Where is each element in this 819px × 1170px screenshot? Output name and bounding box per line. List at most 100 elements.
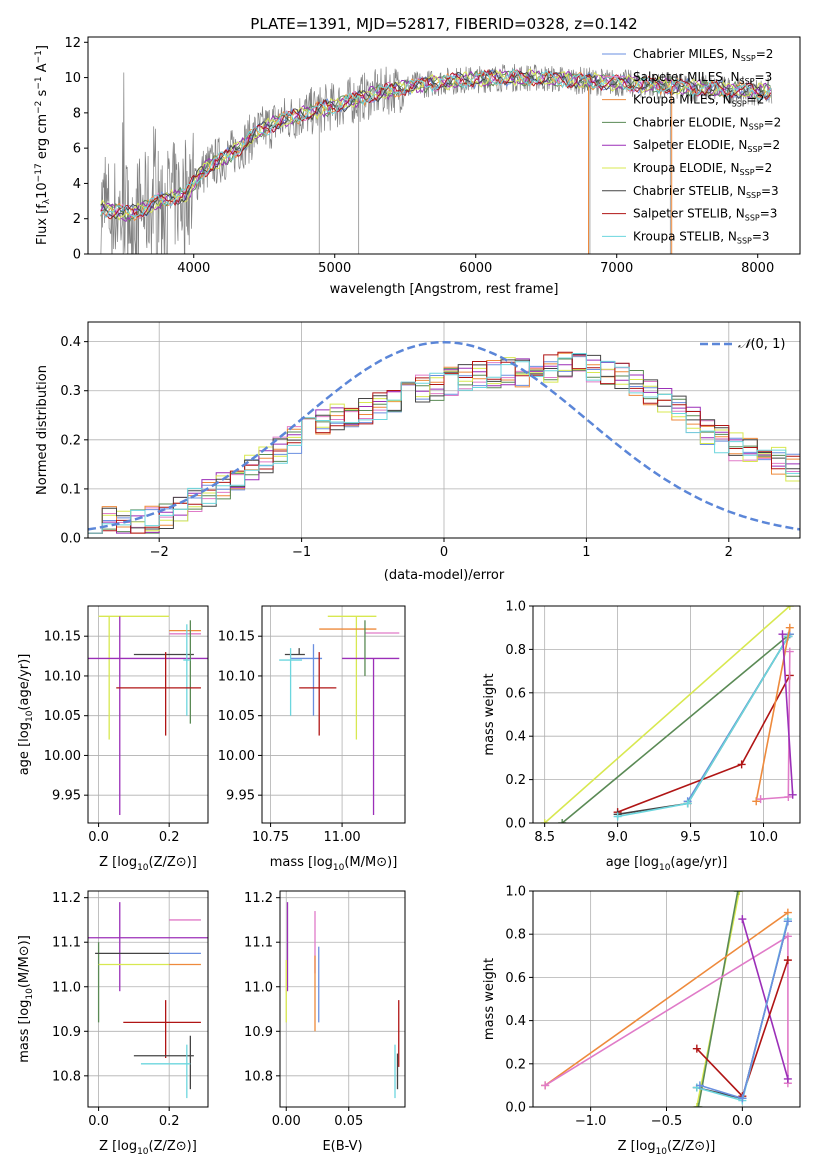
x-tick-label: 1 — [582, 545, 590, 560]
y-tick-label: 6 — [73, 142, 81, 157]
legend-entry-sub: SSP — [732, 100, 747, 109]
y-tick-label: 9.95 — [226, 789, 255, 804]
legend-entry-sub: SSP — [740, 168, 755, 177]
weight-line — [699, 921, 789, 1100]
ticks: 0.0 0.2 10.8 10.9 11.0 11.1 11.2 — [52, 891, 179, 1129]
axes-frame — [532, 890, 801, 1108]
x-tick-label: 11.00 — [323, 830, 360, 845]
legend-entry-text: Kroupa ELODIE, N — [633, 161, 740, 175]
ticks: −1.0 −0.5 0.0 0.0 0.2 0.4 0.6 0.8 1.0 — [505, 885, 752, 1130]
legend-entry-text: Kroupa MILES, N — [633, 93, 732, 107]
y-tick-label: 0.6 — [505, 971, 526, 986]
x-axis-label-main: wavelength [Angstrom, rest frame] — [330, 282, 559, 297]
hist-kroupa-elodie — [88, 357, 800, 534]
x-axis-label: Z [log10(Z/Z⊙)] — [618, 1139, 716, 1157]
y-axis-label-main: age [log — [17, 722, 32, 775]
y-tick-label: 0.8 — [505, 928, 526, 943]
x-axis-label-main: Z [log — [618, 1139, 656, 1154]
weight-marker — [683, 799, 692, 808]
weight-marker — [783, 1074, 792, 1083]
x-tick-label: 10.0 — [749, 830, 778, 845]
x-tick-label: 9.0 — [607, 830, 628, 845]
y-axis-label-part: −17 — [34, 163, 44, 182]
y-axis-label-main: Normed distribution — [35, 365, 50, 495]
legend-entry-n: =2 — [756, 47, 774, 61]
y-tick-label: 0.3 — [60, 384, 81, 399]
y-tick-label: 11.1 — [52, 936, 81, 951]
model-line-kroupa-stelib — [100, 68, 772, 219]
x-tick-label: 0.05 — [334, 1114, 363, 1129]
y-axis-label: mass weight — [482, 673, 497, 755]
x-axis-label: (data-model)/error — [384, 568, 505, 583]
weight-marker — [783, 932, 792, 941]
x-tick-label: 4000 — [177, 261, 210, 276]
y-tick-label: 10.00 — [44, 749, 81, 764]
y-tick-label: 11.1 — [244, 936, 273, 951]
weight-marker — [735, 891, 744, 895]
weight-marker — [541, 1081, 550, 1090]
plot-area — [88, 606, 208, 823]
x-tick-label: −1 — [292, 545, 311, 560]
y-tick-label: 0.4 — [505, 730, 526, 745]
weight-marker — [788, 790, 797, 799]
hist-salpeter-stelib — [88, 351, 800, 534]
y-tick-label: 11.0 — [244, 980, 273, 995]
weight-marker — [785, 606, 794, 610]
weight-marker — [692, 1044, 701, 1053]
x-axis-label: age [log10(age/yr)] — [606, 855, 728, 873]
y-tick-label: 10.15 — [44, 630, 81, 645]
x-tick-label: −0.5 — [651, 1114, 683, 1129]
weight-line — [544, 606, 791, 823]
y-tick-label: 10.00 — [218, 749, 255, 764]
legend-entry-text: Kroupa STELIB, N — [633, 229, 737, 243]
x-axis-label-rest: (Z/Z⊙)] — [149, 1139, 197, 1154]
y-axis-label-rest: (age/yr)] — [17, 654, 32, 711]
weight-marker — [778, 630, 787, 639]
weight-marker — [613, 812, 622, 821]
legend-gaussian-params: (0, 1) — [750, 337, 785, 352]
y-axis-label-part: −1 — [34, 50, 44, 63]
x-axis-label-sub: 10 — [137, 863, 149, 873]
axes-frame — [87, 890, 209, 1108]
weight-marker — [752, 797, 761, 806]
y-tick-label: 0.4 — [60, 335, 81, 350]
plot-area — [88, 322, 800, 538]
y-tick-label: 0.0 — [505, 1101, 526, 1116]
y-tick-label: 10.8 — [244, 1069, 273, 1084]
weight-marker — [785, 623, 794, 632]
x-tick-label: 0 — [440, 545, 448, 560]
x-axis-label: E(B-V) — [322, 1139, 362, 1154]
y-tick-label: 0.1 — [60, 482, 81, 497]
axes-frame — [532, 605, 801, 824]
y-axis-label-part: −1 — [34, 76, 44, 89]
weight-marker — [733, 891, 742, 895]
y-axis-label: Flux [fλ10−17 erg cm−2 s−1 A−1] — [34, 45, 52, 245]
y-tick-label: 10 — [64, 71, 81, 86]
weight-marker — [694, 1103, 703, 1107]
y-axis-label-part: λ — [42, 198, 52, 204]
y-tick-label: 0.2 — [60, 433, 81, 448]
x-axis-label-sub: 10 — [656, 1147, 668, 1157]
y-tick-label: 10.05 — [218, 709, 255, 724]
legend-entry: Kroupa STELIB, NSSP=3 — [633, 229, 770, 245]
spectrum-data-line — [100, 63, 773, 254]
axes-frame — [87, 36, 801, 255]
ticks: −2 −1 0 1 2 0.0 0.1 0.2 0.3 0.4 — [60, 335, 733, 560]
legend-entry-text: Salpeter ELODIE, N — [633, 138, 747, 152]
panel-weight-z: −1.0 −0.5 0.0 0.0 0.2 0.4 0.6 0.8 1.0 Z [log10(Z/… — [482, 885, 801, 1157]
figure-title: PLATE=1391, MJD=52817, FIBERID=0328, z=0… — [250, 15, 637, 33]
legend-entry-text: Chabrier ELODIE, N — [633, 115, 749, 129]
y-axis-label-part: ] — [35, 45, 50, 50]
plot-area — [88, 891, 208, 1107]
y-tick-label: 4 — [73, 177, 81, 192]
y-tick-label: 0.2 — [505, 773, 526, 788]
x-axis-label-sub: 10 — [659, 863, 671, 873]
legend-entry: Salpeter STELIB, NSSP=3 — [633, 207, 777, 223]
x-tick-label: 10.75 — [252, 830, 289, 845]
panels: 4000 5000 6000 7000 8000024681012wavelength … — [17, 36, 801, 1157]
weight-marker — [737, 760, 746, 769]
y-axis-label: mass [log10(M/M⊙)] — [17, 935, 35, 1063]
y-axis-label-part: A — [35, 63, 50, 76]
weight-line — [697, 891, 739, 1107]
y-tick-label: 0 — [73, 248, 81, 263]
